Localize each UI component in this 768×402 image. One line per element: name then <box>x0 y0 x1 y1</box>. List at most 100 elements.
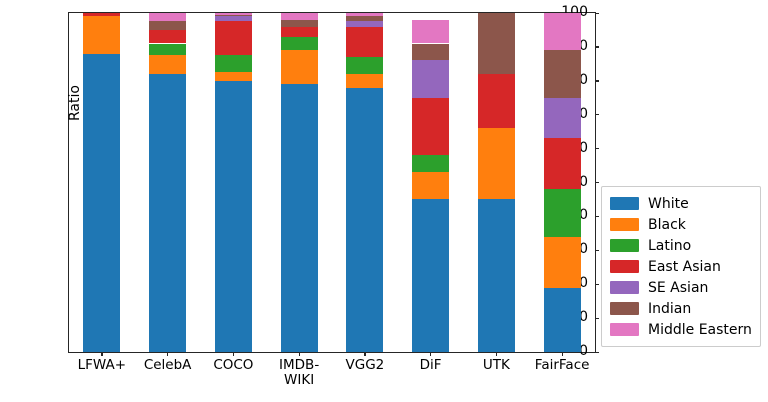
bar-segment <box>214 14 252 17</box>
bar-dif <box>412 13 450 352</box>
bar-segment <box>214 80 252 352</box>
bar-segment <box>214 21 252 56</box>
bar-segment <box>412 199 450 352</box>
bar-segment <box>280 19 318 27</box>
bar-segment <box>543 97 581 139</box>
bar-segment <box>280 84 318 352</box>
y-tick-mark <box>595 283 599 285</box>
y-tick-mark <box>595 249 599 252</box>
bar-segment <box>543 189 581 237</box>
bar-celeba <box>149 13 187 352</box>
bar-segment <box>412 19 450 44</box>
legend-label: White <box>648 195 689 212</box>
x-tick-label: LFWA+ <box>77 357 127 373</box>
bar-lfwa- <box>83 13 121 352</box>
chart-legend: White Black Latino East Asian SE Asian Indian… <box>601 186 761 347</box>
y-tick-mark <box>595 80 599 82</box>
bar-utk <box>477 13 515 352</box>
bar-segment <box>83 13 121 17</box>
bar-segment <box>280 13 318 20</box>
bar-segment <box>543 287 581 352</box>
legend-label: Middle Eastern <box>648 321 752 338</box>
bar-fairface <box>543 13 581 352</box>
bar-segment <box>477 199 515 352</box>
bar-segment <box>214 16 252 22</box>
bar-segment <box>149 74 187 352</box>
x-tick-mark <box>232 352 235 356</box>
x-tick-mark <box>167 352 169 356</box>
x-tick-label: UTK <box>482 357 510 373</box>
x-tick-label: FairFace <box>534 357 590 373</box>
x-tick-mark <box>561 352 563 356</box>
bar-segment <box>149 55 187 75</box>
legend-item[interactable]: East Asian <box>610 256 753 277</box>
legend-swatch <box>610 302 639 315</box>
y-tick-mark <box>595 182 599 184</box>
bar-segment <box>412 155 450 173</box>
bar-segment <box>280 26 318 37</box>
bar-segment <box>149 29 187 44</box>
bar-segment <box>412 97 450 156</box>
bar-segment <box>149 13 187 22</box>
bar-coco <box>214 13 252 352</box>
x-tick-mark <box>364 352 366 356</box>
y-tick-mark <box>595 12 599 14</box>
y-tick-mark <box>595 46 599 48</box>
legend-label: Indian <box>648 300 692 317</box>
legend-label: East Asian <box>648 258 721 275</box>
y-tick-mark <box>595 351 599 353</box>
y-tick-label: 0 <box>579 343 588 359</box>
legend-swatch <box>610 323 639 336</box>
bar-vgg2 <box>346 13 384 352</box>
legend-swatch <box>610 281 639 294</box>
bar-segment <box>412 60 450 98</box>
bar-segment <box>149 21 187 30</box>
bar-segment <box>280 36 318 51</box>
bar-segment <box>346 74 384 88</box>
legend-label: Black <box>648 216 686 233</box>
bar-segment <box>477 74 515 129</box>
bar-imdb-wiki <box>280 13 318 352</box>
y-tick-mark <box>595 317 599 319</box>
x-tick-label: IMDB- WIKI <box>279 357 320 388</box>
bars-container <box>69 13 595 352</box>
legend-label: SE Asian <box>648 279 709 296</box>
bar-segment <box>412 172 450 200</box>
legend-item[interactable]: Middle Eastern <box>610 319 753 340</box>
bar-segment <box>346 87 384 352</box>
bar-segment <box>214 13 252 15</box>
x-tick-label: DiF <box>419 357 442 373</box>
legend-swatch <box>610 197 639 210</box>
legend-item[interactable]: Latino <box>610 235 753 256</box>
bar-segment <box>543 50 581 98</box>
bar-segment <box>543 236 581 288</box>
legend-swatch <box>610 218 639 231</box>
legend-label: Latino <box>648 237 692 254</box>
legend-item[interactable]: Indian <box>610 298 753 319</box>
legend-swatch <box>610 260 639 273</box>
bar-segment <box>477 13 515 75</box>
y-tick-mark <box>595 148 599 150</box>
x-tick-label: VGG2 <box>345 357 385 373</box>
bar-segment <box>543 13 581 51</box>
bar-segment <box>477 128 515 200</box>
y-tick-mark <box>595 114 599 116</box>
legend-item[interactable]: SE Asian <box>610 277 753 298</box>
x-tick-label: COCO <box>213 357 254 373</box>
bar-segment <box>346 26 384 58</box>
x-tick-label: CelebA <box>143 357 192 373</box>
legend-item[interactable]: Black <box>610 214 753 235</box>
plot-axes: Ratio 0102030405060708090100 LFWA+CelebA… <box>67 4 599 388</box>
bar-segment <box>83 53 121 352</box>
y-tick-mark <box>595 215 599 218</box>
legend-item[interactable]: White <box>610 193 753 214</box>
bar-segment <box>346 13 384 17</box>
bar-segment <box>149 43 187 56</box>
bar-segment <box>280 50 318 85</box>
bar-segment <box>412 43 450 61</box>
x-tick-mark <box>495 352 498 356</box>
x-tick-mark <box>430 352 432 356</box>
x-tick-mark <box>298 352 300 356</box>
bar-segment <box>214 72 252 81</box>
